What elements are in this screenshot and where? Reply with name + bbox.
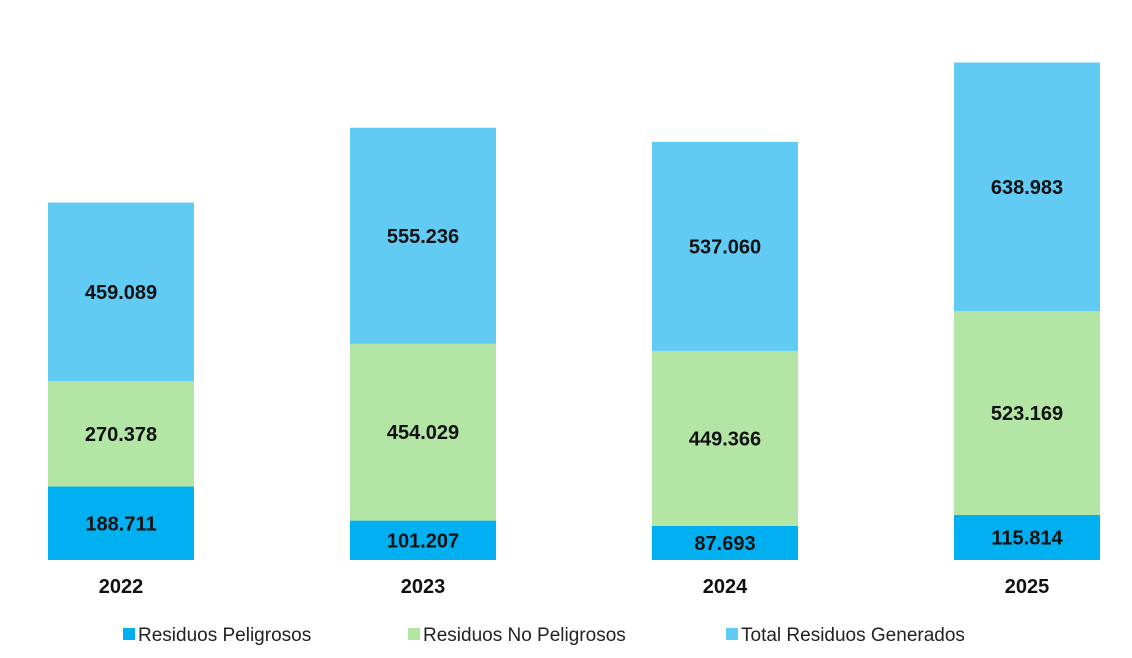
data-label-2024-1: 87.693 bbox=[694, 533, 755, 555]
data-label-2022-3: 459.089 bbox=[85, 282, 157, 304]
x-tick-label-2022: 2022 bbox=[99, 576, 144, 598]
bar-segment-2023-1 bbox=[350, 520, 496, 560]
x-tick-label-2023: 2023 bbox=[401, 576, 446, 598]
legend-label-3: Total Residuos Generados bbox=[741, 625, 965, 646]
bar-segment-2023-2 bbox=[350, 343, 496, 521]
data-label-2022-1: 188.711 bbox=[85, 513, 156, 535]
legend-item-3: Total Residuos Generados bbox=[726, 625, 965, 646]
bar-segment-2024-2 bbox=[652, 350, 798, 526]
bar-segment-2023-3 bbox=[350, 127, 496, 344]
legend-swatch-1 bbox=[123, 628, 135, 640]
legend-item-1: Residuos Peligrosos bbox=[123, 625, 311, 646]
bar-segment-2024-1 bbox=[652, 525, 798, 560]
x-tick-label-2025: 2025 bbox=[1005, 576, 1050, 598]
legend-swatch-2 bbox=[408, 628, 420, 640]
data-label-2025-1: 115.814 bbox=[991, 527, 1063, 549]
x-tick-label-2024: 2024 bbox=[703, 576, 748, 598]
data-label-2022-2: 270.378 bbox=[85, 424, 157, 446]
legend-swatch-3 bbox=[726, 628, 738, 640]
data-label-2024-2: 449.366 bbox=[689, 428, 761, 450]
bar-segment-2025-3 bbox=[954, 62, 1100, 312]
bar-segment-2025-2 bbox=[954, 311, 1100, 515]
data-label-2023-2: 454.029 bbox=[387, 422, 459, 444]
data-label-2025-3: 638.983 bbox=[991, 177, 1063, 199]
data-label-2023-3: 555.236 bbox=[387, 226, 459, 248]
legend-label-1: Residuos Peligrosos bbox=[138, 625, 311, 646]
bar-segment-2022-3 bbox=[48, 202, 194, 382]
bar-segment-2025-1 bbox=[954, 514, 1100, 560]
bar-segment-2022-1 bbox=[48, 486, 194, 560]
data-label-2023-1: 101.207 bbox=[387, 530, 459, 552]
bar-segment-2024-3 bbox=[652, 141, 798, 351]
data-label-2024-3: 537.060 bbox=[689, 236, 761, 258]
data-label-2025-2: 523.169 bbox=[991, 403, 1063, 425]
bar-segment-2022-2 bbox=[48, 381, 194, 487]
legend-item-2: Residuos No Peligrosos bbox=[408, 625, 626, 646]
legend-label-2: Residuos No Peligrosos bbox=[423, 625, 626, 646]
